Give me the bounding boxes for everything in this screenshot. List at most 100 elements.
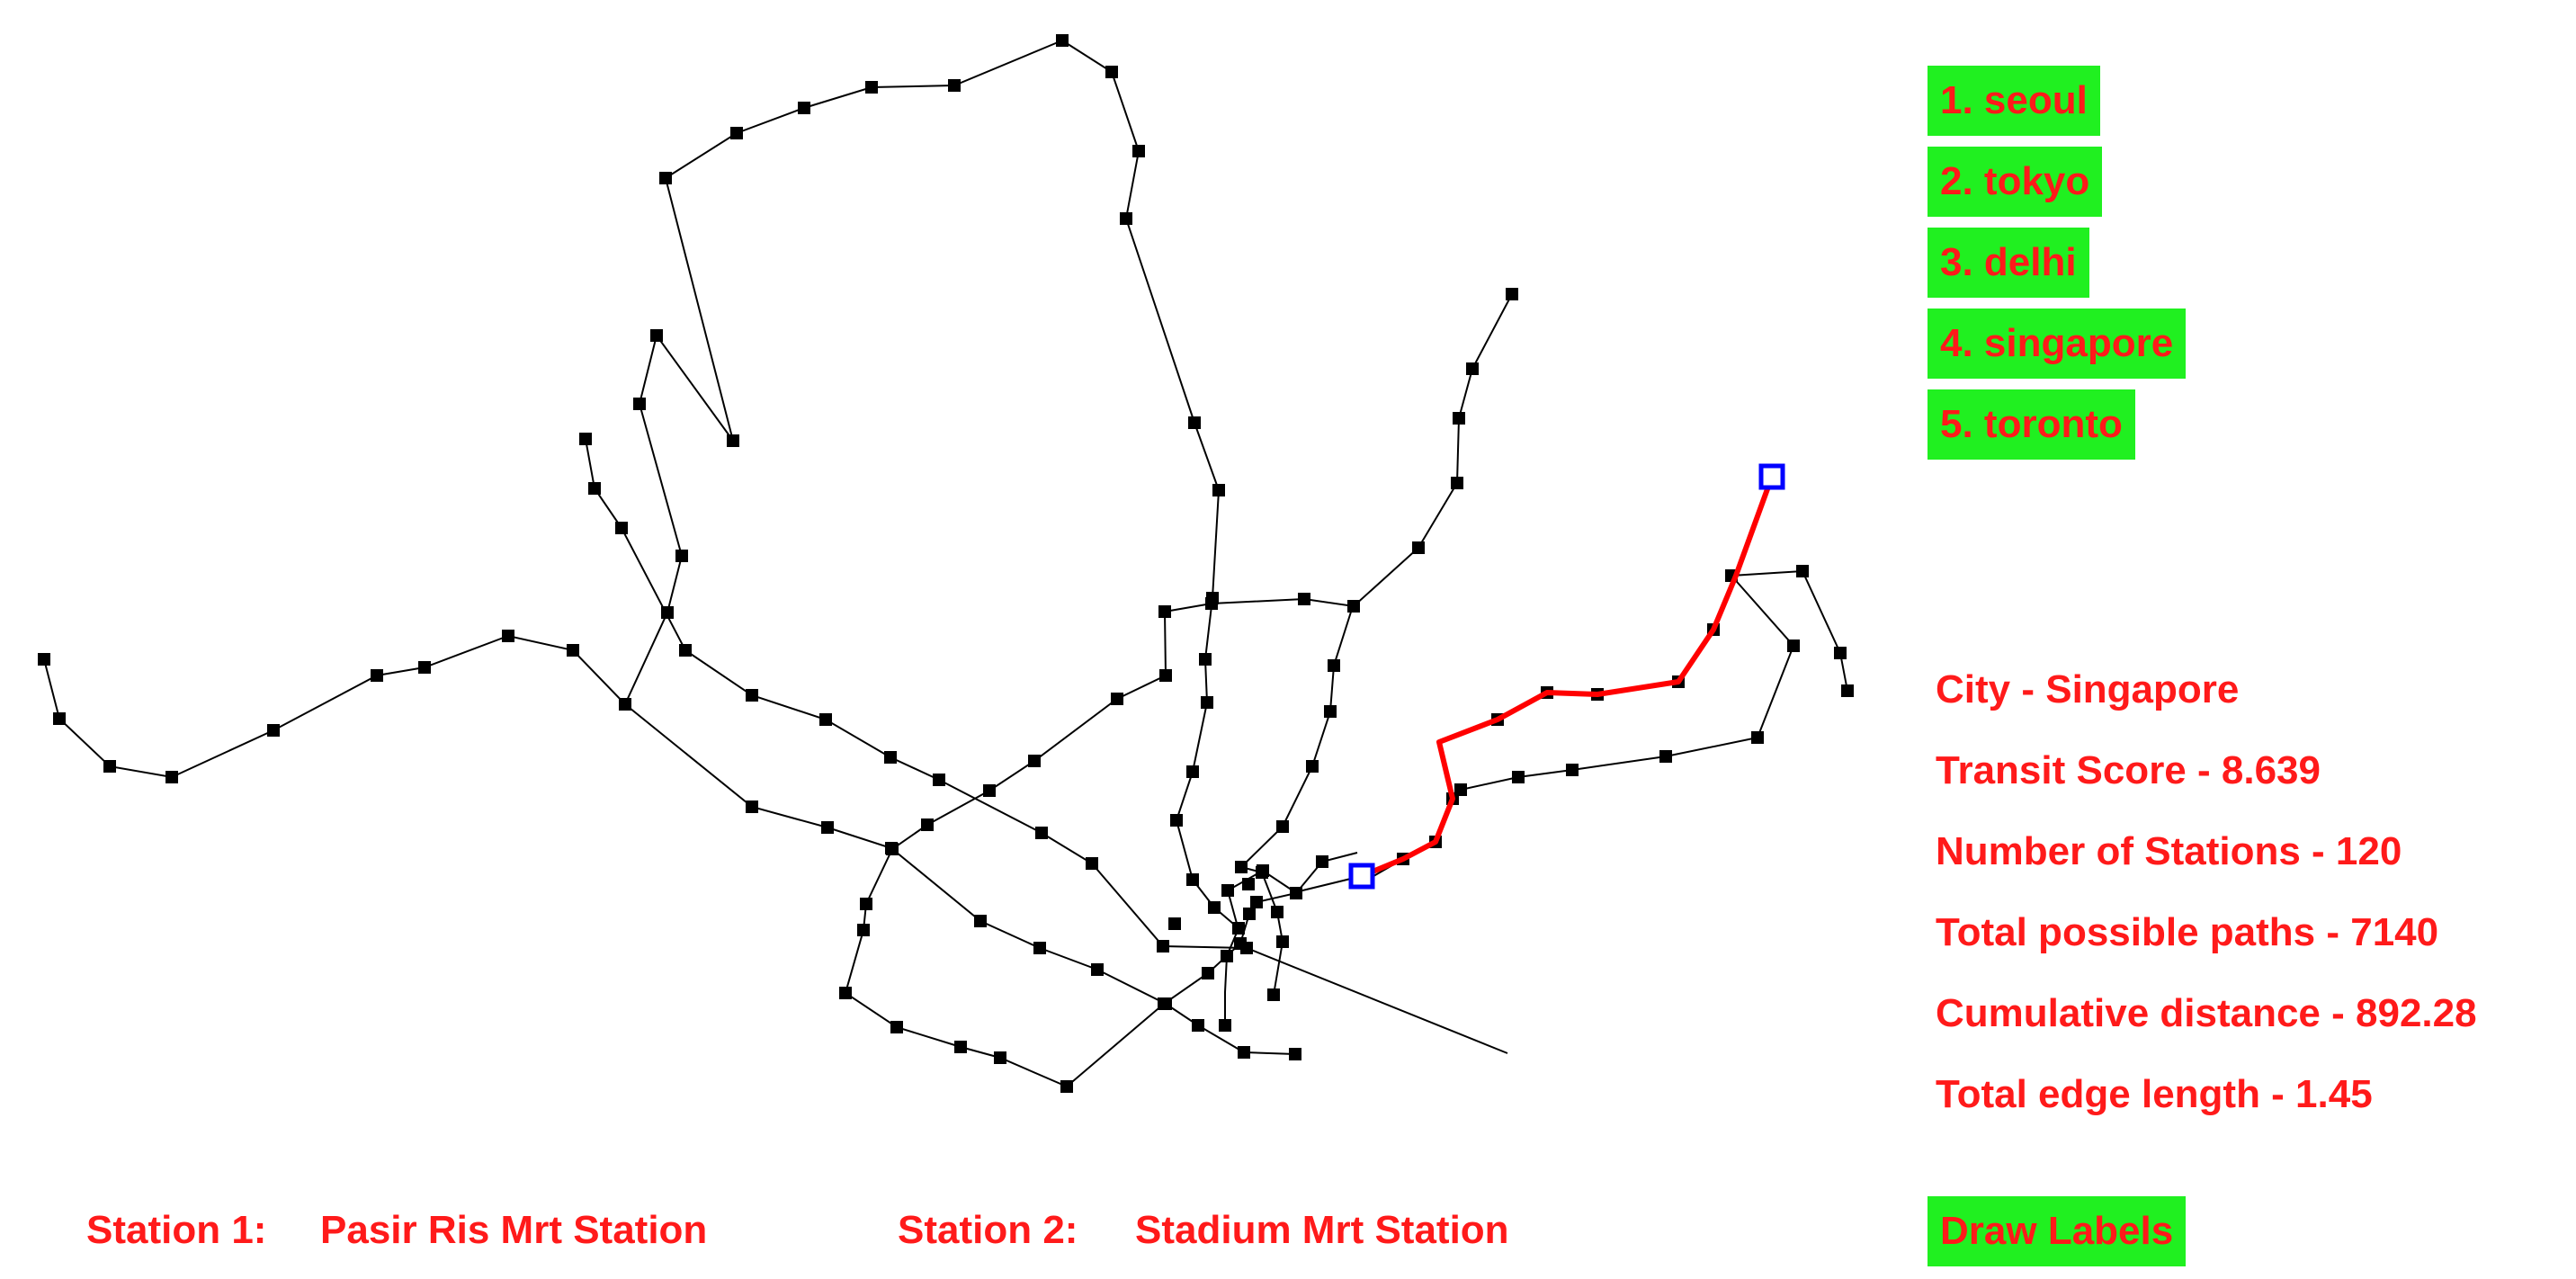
station-node[interactable] (1512, 771, 1525, 783)
station-node[interactable] (1834, 647, 1847, 659)
station-node[interactable] (418, 661, 431, 674)
station-node[interactable] (1267, 988, 1280, 1001)
station-node[interactable] (615, 522, 628, 534)
station-node[interactable] (1159, 997, 1172, 1010)
station-node[interactable] (567, 644, 579, 657)
station-node[interactable] (1091, 963, 1104, 976)
station-node[interactable] (675, 550, 688, 562)
station-node[interactable] (1221, 950, 1233, 962)
station-node[interactable] (798, 102, 810, 114)
transit-network-map[interactable] (0, 0, 1889, 1169)
station-node[interactable] (1219, 1019, 1231, 1032)
station-node[interactable] (1170, 814, 1183, 827)
station-node[interactable] (1028, 755, 1041, 767)
station-node[interactable] (1056, 34, 1069, 47)
station-node[interactable] (53, 712, 66, 725)
station-node[interactable] (1157, 940, 1169, 953)
station-node[interactable] (579, 433, 592, 445)
station-node[interactable] (1212, 484, 1225, 496)
station-node[interactable] (1120, 212, 1132, 225)
station-node[interactable] (948, 79, 961, 92)
station-node[interactable] (1796, 565, 1809, 577)
city-button-seoul[interactable]: 1. seoul (1928, 66, 2100, 136)
station-node[interactable] (933, 774, 945, 786)
station-node[interactable] (1289, 1048, 1301, 1060)
station-node[interactable] (1451, 477, 1463, 489)
station-node[interactable] (1202, 967, 1214, 979)
station-node[interactable] (1243, 908, 1256, 920)
station-node[interactable] (1105, 66, 1118, 78)
station-node[interactable] (983, 784, 996, 797)
station-node[interactable] (1035, 827, 1048, 839)
station-node[interactable] (1412, 541, 1425, 554)
station-node[interactable] (885, 842, 898, 854)
station-node[interactable] (1466, 362, 1479, 375)
station-node[interactable] (1453, 412, 1465, 425)
station-node[interactable] (650, 329, 663, 342)
station-node[interactable] (974, 915, 987, 927)
station-node[interactable] (1290, 887, 1302, 899)
station2-marker[interactable] (1758, 463, 1785, 490)
station-node[interactable] (1659, 750, 1672, 763)
station-node[interactable] (1235, 861, 1248, 873)
station-node[interactable] (819, 713, 832, 726)
station-node[interactable] (1201, 696, 1213, 709)
station-node[interactable] (1298, 593, 1310, 605)
station-node[interactable] (954, 1041, 967, 1053)
city-button-delhi[interactable]: 3. delhi (1928, 228, 2089, 298)
station-node[interactable] (890, 1021, 903, 1033)
station-node[interactable] (1454, 783, 1467, 796)
station-node[interactable] (994, 1051, 1006, 1064)
station-node[interactable] (1306, 760, 1319, 773)
station-node[interactable] (746, 800, 758, 813)
station-node[interactable] (1188, 416, 1201, 429)
station-node[interactable] (1257, 864, 1269, 877)
station-node[interactable] (1238, 1046, 1250, 1059)
station-node[interactable] (1060, 1080, 1073, 1093)
station-node[interactable] (857, 924, 870, 936)
station-node[interactable] (865, 81, 878, 94)
station-node[interactable] (1132, 145, 1145, 157)
station-node[interactable] (1192, 1019, 1204, 1032)
station-node[interactable] (884, 751, 897, 764)
station-node[interactable] (921, 818, 934, 831)
station-node[interactable] (860, 898, 872, 910)
station-node[interactable] (679, 644, 692, 657)
station1-marker[interactable] (1348, 863, 1375, 890)
station-node[interactable] (633, 398, 646, 410)
draw-labels-button[interactable]: Draw Labels (1928, 1196, 2187, 1266)
station-node[interactable] (659, 172, 672, 184)
city-button-tokyo[interactable]: 2. tokyo (1928, 147, 2103, 217)
station-node[interactable] (1232, 922, 1245, 935)
station-node[interactable] (1506, 288, 1518, 300)
station-node[interactable] (1787, 640, 1800, 652)
station-node[interactable] (1208, 901, 1221, 914)
station-node[interactable] (1347, 600, 1360, 613)
station-node[interactable] (371, 669, 383, 682)
station-node[interactable] (619, 698, 631, 711)
station-node[interactable] (1111, 693, 1123, 705)
station-node[interactable] (1159, 669, 1172, 682)
station-node[interactable] (1086, 857, 1098, 870)
station-node[interactable] (730, 127, 743, 139)
station-node[interactable] (1168, 917, 1181, 930)
station-node[interactable] (1841, 684, 1854, 697)
station-node[interactable] (38, 653, 50, 666)
station-node[interactable] (103, 760, 116, 773)
station-node[interactable] (821, 821, 834, 834)
station-node[interactable] (1328, 659, 1340, 672)
station-node[interactable] (1566, 764, 1579, 776)
station-node[interactable] (1316, 855, 1328, 868)
station-node[interactable] (1271, 906, 1284, 918)
station-node[interactable] (661, 606, 674, 619)
station-node[interactable] (1276, 935, 1289, 948)
city-button-singapore[interactable]: 4. singapore (1928, 309, 2187, 379)
station-node[interactable] (1324, 705, 1337, 718)
station-node[interactable] (1186, 873, 1199, 886)
station-node[interactable] (1186, 765, 1199, 778)
station-node[interactable] (727, 434, 739, 447)
station-node[interactable] (267, 724, 280, 737)
station-node[interactable] (746, 689, 758, 702)
station-node[interactable] (1242, 878, 1255, 890)
station-node[interactable] (1240, 942, 1253, 954)
